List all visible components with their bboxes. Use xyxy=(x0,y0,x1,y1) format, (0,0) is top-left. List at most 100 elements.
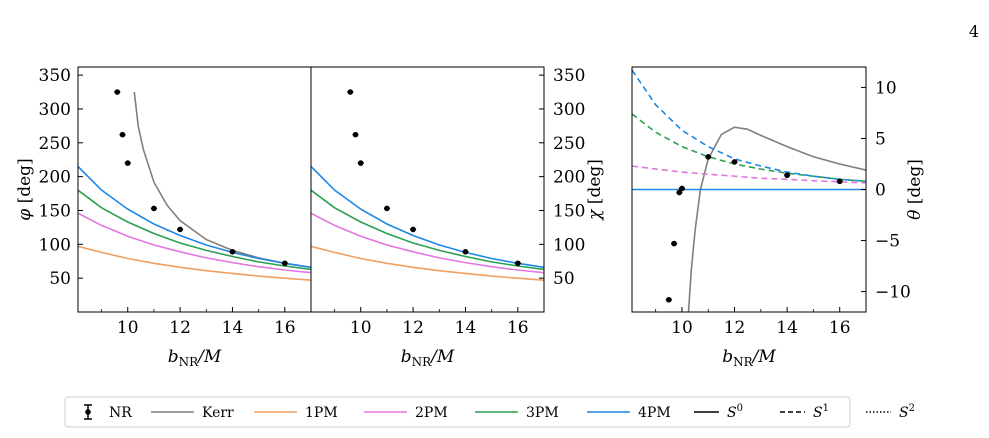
theta-ylabel: θ [deg] xyxy=(905,159,925,220)
phi-series-3pm xyxy=(78,189,311,271)
theta-xlabel: bNR/M xyxy=(722,347,776,369)
chi-ytick-label: 200 xyxy=(553,168,585,188)
phi-ytick-label: 200 xyxy=(39,168,71,188)
theta-series-3pm-s1 xyxy=(632,113,866,183)
legend-item-1pm: 1PM xyxy=(254,405,338,421)
theta-plot-area xyxy=(632,69,866,312)
phi-nr-point-0 xyxy=(114,89,121,95)
phi-xtick-label: 16 xyxy=(274,318,296,338)
legend-label: NR xyxy=(109,405,132,421)
chi-xtick-label: 10 xyxy=(350,318,372,338)
legend-item-s1: S1 xyxy=(780,403,829,421)
chi-ytick-label: 150 xyxy=(553,201,585,221)
theta-series-kerr xyxy=(687,126,866,312)
legend-label: 1PM xyxy=(305,405,338,421)
chi-nr-point-3 xyxy=(384,205,390,212)
phi-panel: 10 12 14 16 50 100 150 200 250 300 350 bNR/M φ [deg] xyxy=(15,66,312,369)
phi-nr-point-3 xyxy=(151,205,157,212)
legend-label: S2 xyxy=(899,403,915,421)
chi-ytick-label: 350 xyxy=(553,66,585,86)
phi-frame xyxy=(77,66,312,313)
phi-nr-point-6 xyxy=(282,260,288,267)
phi-ytick-label: 350 xyxy=(39,66,71,86)
legend-nr-marker xyxy=(85,409,91,415)
phi-plot-area xyxy=(78,89,311,281)
phi-nr-point-1 xyxy=(119,131,126,138)
legend-label: S0 xyxy=(727,403,743,421)
legend-label: 2PM xyxy=(415,405,448,421)
chi-frame xyxy=(310,66,545,313)
phi-series-2pm xyxy=(78,212,311,274)
theta-nr-point-7 xyxy=(836,178,843,185)
phi-xtick-label: 14 xyxy=(222,318,244,338)
phi-series-kerr xyxy=(133,91,311,269)
chi-series-4pm xyxy=(311,165,544,269)
phi-ytick-label: 50 xyxy=(49,269,71,289)
phi-ytick-label: 300 xyxy=(39,100,71,120)
chi-xtick-label: 12 xyxy=(402,318,424,338)
theta-ytick-label: 5 xyxy=(875,129,886,149)
chi-nr-point-4 xyxy=(410,226,416,233)
phi-nr-point-5 xyxy=(229,248,236,255)
theta-nr-point-0 xyxy=(666,296,672,303)
theta-ytick-label: 0 xyxy=(875,181,886,201)
chi-ylabel: χ [deg] xyxy=(585,159,605,221)
theta-xtick-label: 14 xyxy=(776,318,798,338)
chi-ytick-label: 100 xyxy=(553,235,585,255)
phi-series-1pm xyxy=(78,245,311,281)
phi-xtick-label: 10 xyxy=(117,318,139,338)
theta-xtick-label: 10 xyxy=(671,318,693,338)
legend-item-s0: S0 xyxy=(694,403,743,421)
legend-label: Kerr xyxy=(202,405,234,421)
chi-ytick-label: 300 xyxy=(553,100,585,120)
chi-series-2pm xyxy=(311,212,544,274)
chi-nr-point-6 xyxy=(515,260,521,267)
chi-series-1pm xyxy=(311,245,544,281)
chi-xlabel: bNR/M xyxy=(401,347,455,369)
chi-ytick-label: 50 xyxy=(553,269,575,289)
theta-nr-point-2 xyxy=(676,189,683,196)
theta-xtick-label: 16 xyxy=(829,318,851,338)
phi-nr-point-2 xyxy=(124,160,131,166)
phi-ytick-label: 150 xyxy=(39,201,71,221)
legend-label: 4PM xyxy=(638,405,671,421)
legend-box xyxy=(64,396,851,428)
legend-item-3pm: 3PM xyxy=(475,405,559,421)
phi-nr-point-4 xyxy=(177,226,183,233)
legend-item-4pm: 4PM xyxy=(587,405,671,421)
theta-nr-point-5 xyxy=(731,159,738,165)
theta-series-2pm-s1 xyxy=(632,165,866,184)
theta-series-4pm-s1 xyxy=(632,69,866,183)
chi-plot-area xyxy=(311,89,544,281)
chi-nr-point-2 xyxy=(357,160,364,166)
chi-nr-point-1 xyxy=(352,131,359,138)
theta-nr-point-3 xyxy=(679,185,685,192)
chi-panel: 10 12 14 16 50 100 150 200 250 300 350 bNR/M χ [deg] xyxy=(310,66,605,369)
theta-ytick-label: 10 xyxy=(875,78,897,98)
chi-series-3pm xyxy=(311,189,544,271)
phi-series-4pm xyxy=(78,165,311,269)
phi-xlabel: bNR/M xyxy=(168,347,222,369)
theta-ytick-label: −5 xyxy=(875,232,900,252)
legend-item-2pm: 2PM xyxy=(364,405,448,421)
legend-label: 3PM xyxy=(526,405,559,421)
chi-ytick-label: 250 xyxy=(553,134,585,154)
theta-xtick-label: 12 xyxy=(724,318,746,338)
phi-ytick-label: 250 xyxy=(39,134,71,154)
legend: NR Kerr 1PM 2PM 3PM 4PM S0 S1 S2 xyxy=(64,396,915,428)
theta-nr-point-4 xyxy=(705,154,712,160)
phi-xtick-label: 12 xyxy=(169,318,191,338)
chi-nr-point-5 xyxy=(462,248,469,255)
legend-label: S1 xyxy=(813,403,829,421)
theta-ytick-label: −10 xyxy=(875,283,911,303)
phi-ylabel: φ [deg] xyxy=(15,158,35,220)
legend-item-kerr: Kerr xyxy=(151,405,234,421)
phi-ytick-label: 100 xyxy=(39,235,71,255)
chi-xtick-label: 16 xyxy=(507,318,529,338)
theta-nr-point-6 xyxy=(784,172,790,179)
chi-xtick-label: 14 xyxy=(455,318,477,338)
legend-item-s2: S2 xyxy=(866,403,915,421)
page-number: 4 xyxy=(968,22,979,41)
theta-nr-point-1 xyxy=(671,240,677,247)
legend-item-nr: NR xyxy=(84,404,132,421)
